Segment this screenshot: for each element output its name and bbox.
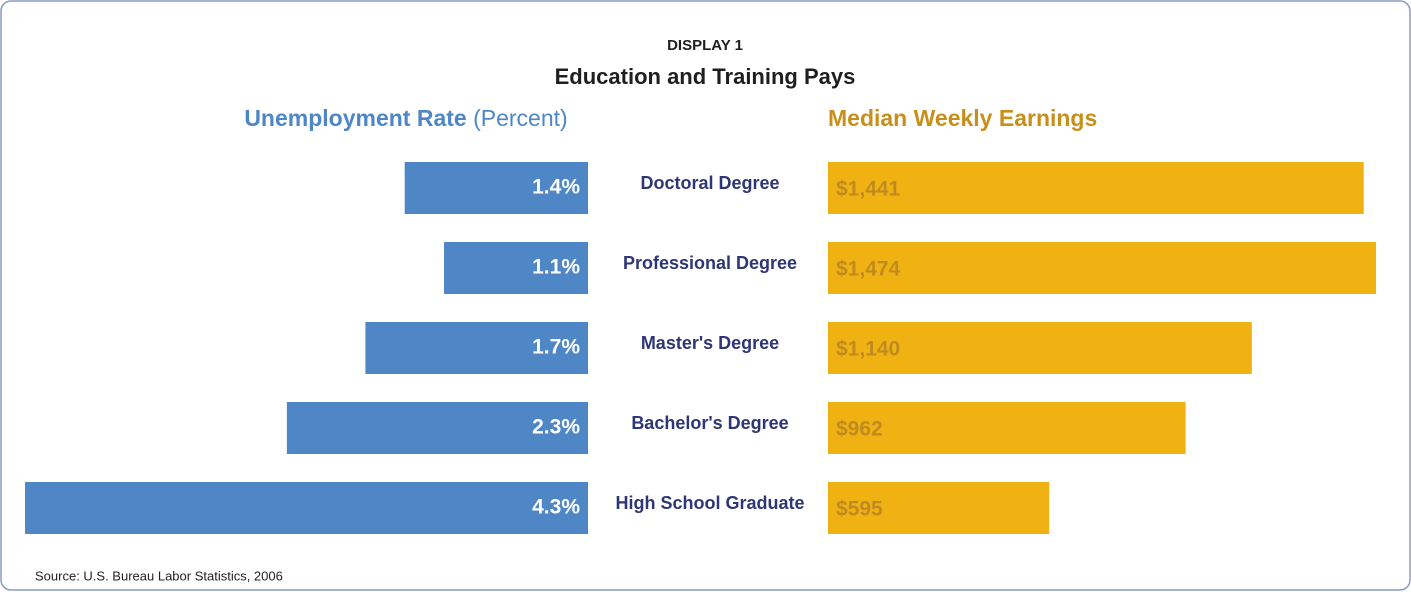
data-label: $1,140 <box>836 338 900 361</box>
bar <box>828 322 1252 374</box>
bar <box>404 162 588 214</box>
data-label: 4.3% <box>532 496 580 519</box>
series-unit: (Percent) <box>473 105 568 131</box>
bar <box>828 242 1376 294</box>
source: Source: U.S. Bureau Labor Statistics, 20… <box>35 568 283 583</box>
data-label: $962 <box>836 418 883 441</box>
data-label: $1,441 <box>836 178 901 201</box>
bar <box>828 482 1050 534</box>
data-label: $1,474 <box>836 258 901 281</box>
category-label: Bachelor's Degree <box>631 413 788 433</box>
bar <box>443 242 588 294</box>
left-header: Unemployment Rate (Percent) <box>244 105 567 131</box>
bar <box>286 402 588 454</box>
category-label: High School Graduate <box>615 493 804 513</box>
data-label: $595 <box>836 498 883 521</box>
series-name: Unemployment Rate <box>244 105 466 131</box>
bar <box>828 162 1364 214</box>
data-label: 1.7% <box>532 336 580 359</box>
chart-title: Education and Training Pays <box>555 64 856 89</box>
data-label: 1.4% <box>532 176 580 199</box>
data-label: 2.3% <box>532 416 580 439</box>
category-label: Professional Degree <box>623 253 797 273</box>
display-label: DISPLAY 1 <box>667 37 743 54</box>
category-label: Doctoral Degree <box>640 173 779 193</box>
category-label: Master's Degree <box>641 333 779 353</box>
series-name: Median Weekly Earnings <box>828 105 1097 131</box>
bar <box>828 402 1186 454</box>
bar <box>365 322 588 374</box>
bar <box>25 482 588 534</box>
data-label: 1.1% <box>532 256 580 279</box>
